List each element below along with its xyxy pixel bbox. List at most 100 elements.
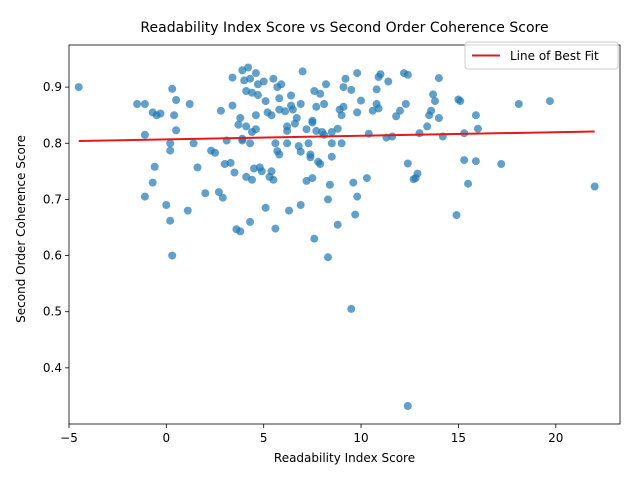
scatter-point [341,74,350,83]
scatter-point [339,83,348,92]
scatter-point [277,80,286,89]
x-tick-label: 5 [260,431,268,445]
scatter-point [347,85,356,94]
scatter-point [403,402,412,410]
scatter-point [168,84,177,93]
scatter-point [267,167,276,176]
scatter-point [308,174,317,183]
y-axis-label: Second Order Coherence Score [14,135,28,323]
scatter-point [298,67,307,76]
scatter-point [281,107,290,116]
scatter-point [349,178,358,187]
scatter-point [271,139,280,148]
scatter-point [471,157,480,166]
scatter-point [353,108,362,117]
plot-area: −5 0 5 10 15 20 0.4 0.5 0.6 0.7 0.8 0.9 [43,44,621,445]
scatter-point [322,80,330,89]
scatter-point [413,169,422,178]
scatter-point [226,158,235,167]
scatter-point [244,63,253,72]
y-tick-label: 0.5 [43,305,62,319]
scatter-point [261,203,270,212]
scatter-point [362,174,371,183]
scatter-point [337,111,346,120]
scatter-point [140,130,149,139]
scatter-point [427,106,436,115]
scatter-point [267,111,276,120]
best-fit-line [78,130,595,143]
scatter-point [403,159,412,168]
scatter-point [431,97,439,106]
scatter-point [308,118,317,127]
scatter-point [283,126,292,135]
scatter-point [234,120,243,129]
scatter-point [423,122,432,131]
scatter-point [236,114,245,122]
scatter-point [590,182,599,191]
y-axis-ticks: 0.4 0.5 0.6 0.7 0.8 0.9 [43,80,69,375]
points-layer [74,63,599,410]
scatter-point [283,139,292,148]
scatter-point [333,220,342,229]
scatter-point [156,109,165,118]
scatter-point [211,148,219,157]
scatter-point [74,83,83,92]
scatter-point [162,201,171,209]
scatter-point [357,96,365,105]
x-tick-label: 10 [353,431,368,445]
y-tick-label: 0.4 [43,361,62,375]
scatter-point [251,125,260,134]
scatter-point [257,167,266,176]
scatter-point [140,100,149,108]
scatter-point [287,91,295,100]
scatter-point [166,216,175,225]
scatter-point [337,139,346,148]
scatter-point [193,163,202,172]
scatter-point [253,91,262,99]
scatter-point [185,100,194,108]
scatter-point [376,70,385,79]
scatter-point [166,146,175,155]
scatter-point [172,126,181,135]
scatter-point [228,101,237,110]
x-axis-label: Readability Index Score [274,451,415,465]
scatter-point [316,89,325,98]
scatter-point [325,180,334,189]
scatter-point [148,178,157,187]
scatter-point [403,70,412,79]
scatter-point [183,206,192,215]
scatter-point [320,100,329,108]
scatter-point [242,122,251,131]
scatter-point [327,128,336,136]
scatter-point [353,192,362,201]
scatter-point [396,106,404,115]
scatter-point [251,111,260,120]
scatter-point [392,112,401,121]
scatter-point [275,150,284,159]
scatter-point [473,124,482,133]
scatter-point [324,195,332,204]
scatter-point [296,201,305,209]
scatter-point [246,217,255,226]
chart-title: Readability Index Score vs Second Order … [140,20,548,36]
legend: Line of Best Fit [464,41,619,70]
scatter-point [333,124,342,133]
scatter-point [168,251,177,260]
scatter-point [312,102,321,111]
scatter-point [285,206,293,215]
scatter-point [460,156,469,165]
scatter-point [514,100,523,108]
scatter-point [347,304,356,313]
x-tick-label: −5 [60,431,78,445]
scatter-point [327,139,336,148]
x-tick-label: 20 [548,431,563,445]
scatter-point [269,175,278,184]
scatter-point [388,132,397,141]
scatter-point [351,210,360,219]
scatter-point [327,152,336,161]
x-axis-ticks: −5 0 5 10 15 20 [60,424,563,445]
y-tick-label: 0.6 [43,249,62,263]
